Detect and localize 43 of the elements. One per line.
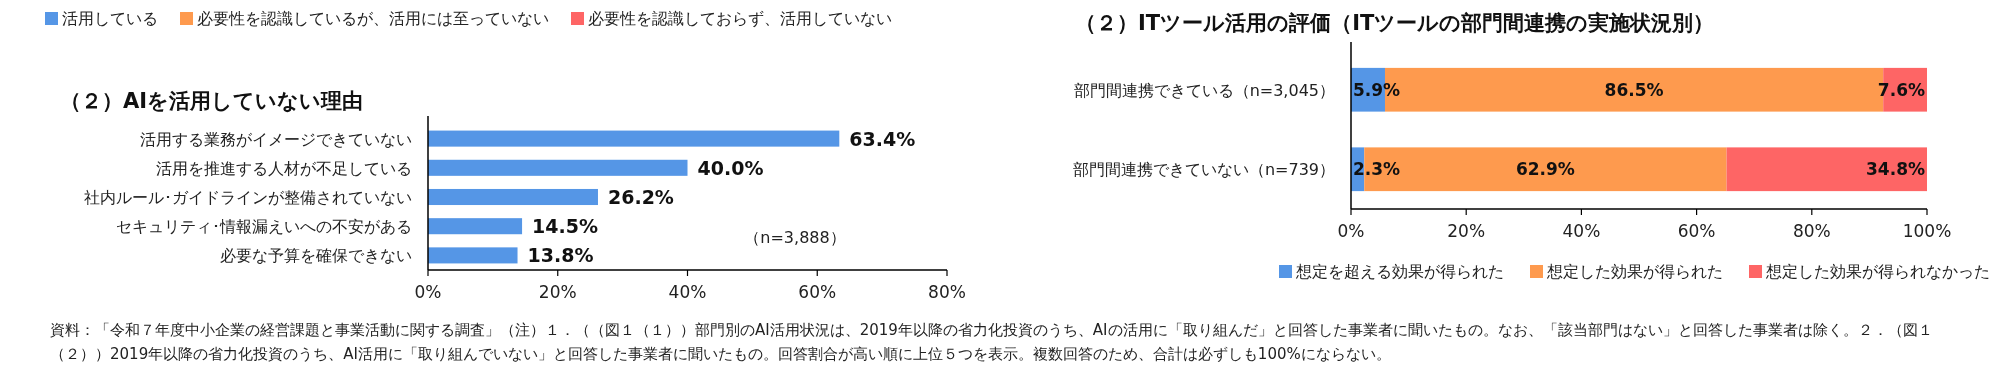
- bar: [1726, 147, 1927, 192]
- x-tick-label: 100%: [1902, 221, 1952, 241]
- x-tick-label: 20%: [538, 282, 577, 302]
- data-label: 7.6%: [1877, 79, 1925, 100]
- bar: [428, 218, 523, 235]
- bar: [428, 130, 840, 147]
- data-label: 62.9%: [1515, 159, 1575, 180]
- bar: [428, 247, 518, 264]
- y-tick-label: 活用を推進する人材が不足している: [156, 158, 412, 178]
- y-tick-label: 部門間連携できている（n=3,045）: [1073, 80, 1335, 100]
- x-tick-label: 40%: [1562, 221, 1601, 241]
- data-label: 26.2%: [607, 186, 674, 208]
- x-tick-label: 0%: [414, 282, 442, 302]
- chart-title: （２）ITツール活用の評価（ITツールの部門間連携の実施状況別）: [1075, 11, 1715, 35]
- x-tick-label: 80%: [928, 282, 966, 302]
- data-label: 14.5%: [532, 215, 598, 238]
- legend-label: 想定した効果が得られなかった: [1765, 262, 1990, 281]
- y-tick-label: セキュリティ･情報漏えいへの不安がある: [116, 217, 412, 237]
- y-tick-label: 部門間連携できていない（n=739）: [1072, 160, 1335, 180]
- y-tick-label: 活用する業務がイメージできていない: [140, 129, 412, 149]
- legend-label: 必要性を認識しておらず、活用していない: [588, 9, 892, 28]
- x-tick-label: 0%: [1337, 221, 1365, 241]
- text: （２）AIを活用していない理由: [60, 89, 364, 113]
- data-label: 86.5%: [1604, 79, 1664, 100]
- text: 資料：「令和７年度中小企業の経営課題と事業活動に関する調査」（注）１．（（図１（１））部門別のAI活用状況は、2019年以降の省力化投資のうち、AIの活用に「取り組んだ」と回答した事業者に聞いたもの。なお、「該当部門はない」と回答した事業者は除く。２．（図１（２））2019年以降の省力化投資のうち、AI活用に「取り組んでいない」と回答した事業者に聞いたもの。回答割合が高い順に上位５つを表示。複数回答のため、合計は必ずしも100%にならない。: [50, 320, 1934, 365]
- data-label: 40.0%: [697, 156, 764, 179]
- data-label: 63.4%: [849, 127, 916, 150]
- legend-label: 想定した効果が得られた: [1546, 262, 1723, 281]
- annotation: （n=3,888）: [744, 228, 846, 247]
- x-tick-label: 40%: [668, 282, 707, 302]
- x-tick-label: 80%: [1792, 221, 1831, 241]
- legend-label: 必要性を認識しているが、活用には至っていない: [197, 9, 549, 28]
- legend-label: 想定を超える効果が得られた: [1295, 262, 1504, 281]
- bar: [428, 188, 598, 206]
- x-tick-label: 60%: [798, 282, 837, 302]
- data-label: 34.8%: [1866, 159, 1925, 180]
- y-tick-label: 社内ルール･ガイドラインが整備されていない: [84, 188, 412, 207]
- legend-label: 活用している: [62, 9, 158, 28]
- bar: [428, 159, 688, 176]
- x-tick-label: 60%: [1677, 221, 1716, 241]
- data-label: 13.8%: [527, 244, 594, 267]
- x-tick-label: 20%: [1447, 221, 1486, 241]
- y-tick-label: 必要な予算を確保できない: [220, 246, 412, 266]
